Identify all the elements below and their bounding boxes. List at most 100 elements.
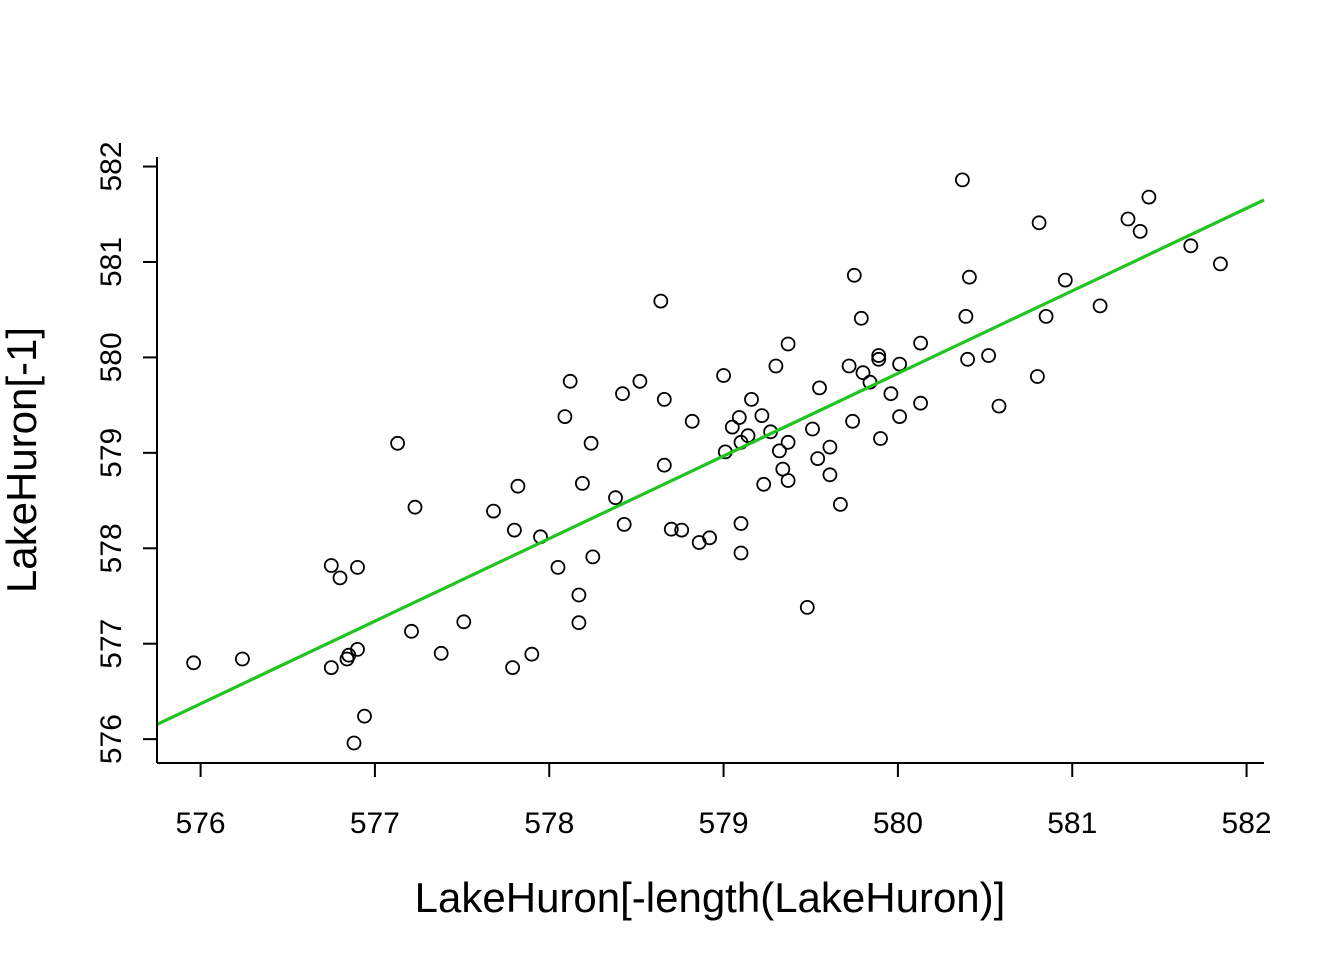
x-tick-label: 580 xyxy=(873,807,923,840)
data-point xyxy=(390,435,406,451)
data-point xyxy=(768,358,784,374)
data-point xyxy=(846,267,862,283)
data-point xyxy=(780,434,796,450)
data-point xyxy=(724,419,740,435)
data-point xyxy=(407,499,423,515)
data-point xyxy=(571,587,587,603)
y-tick-label: 576 xyxy=(95,714,128,764)
data-point xyxy=(656,457,672,473)
data-point xyxy=(702,530,717,546)
data-point xyxy=(871,348,887,363)
data-point xyxy=(339,651,355,667)
data-point xyxy=(733,516,749,531)
data-point xyxy=(873,431,888,446)
points-layer xyxy=(186,172,1228,751)
x-tick-label: 582 xyxy=(1222,807,1272,840)
data-point xyxy=(433,645,449,661)
x-tick-label: 579 xyxy=(699,807,749,840)
y-tick-label: 579 xyxy=(95,428,128,478)
data-point xyxy=(456,614,472,630)
data-point xyxy=(562,373,578,389)
data-point xyxy=(960,351,975,367)
y-tick-label: 577 xyxy=(95,619,128,669)
y-tick-label: 582 xyxy=(95,141,128,191)
data-point xyxy=(550,560,566,575)
data-point xyxy=(913,335,928,351)
data-point xyxy=(571,615,587,631)
data-point xyxy=(507,522,522,538)
x-tick-label: 578 xyxy=(524,807,574,840)
data-point xyxy=(805,421,820,437)
data-point xyxy=(323,558,339,573)
data-point xyxy=(608,490,623,506)
data-point xyxy=(892,356,907,372)
data-point xyxy=(772,443,787,459)
data-point xyxy=(1038,308,1054,324)
data-point xyxy=(505,660,520,675)
data-point xyxy=(663,521,679,537)
data-point xyxy=(855,365,871,381)
data-point xyxy=(1031,215,1047,231)
data-point xyxy=(810,451,826,467)
data-point xyxy=(756,476,772,492)
data-point xyxy=(841,358,857,374)
data-point xyxy=(1092,298,1108,314)
data-point xyxy=(323,660,339,675)
data-point xyxy=(524,646,540,662)
data-point xyxy=(332,570,348,586)
data-point xyxy=(350,642,365,657)
data-point xyxy=(716,368,731,383)
data-point xyxy=(1030,369,1045,384)
axes-layer: 576 577 578 579 580 581 582 576 577 578 579 580 581 5… xyxy=(95,141,1272,840)
data-point xyxy=(799,600,815,615)
x-tick-label: 576 xyxy=(176,807,226,840)
data-point xyxy=(731,410,747,425)
data-point xyxy=(616,517,632,532)
data-point xyxy=(1132,223,1148,239)
data-point xyxy=(991,398,1007,414)
data-point xyxy=(404,623,419,639)
x-axis-title: LakeHuron[-length(LakeHuron)] xyxy=(415,874,1006,921)
data-point xyxy=(733,545,749,561)
data-point xyxy=(346,735,362,751)
x-tick-label: 577 xyxy=(350,807,400,840)
y-tick-label: 580 xyxy=(95,332,128,382)
data-point xyxy=(754,408,770,424)
data-point xyxy=(684,413,700,429)
data-point xyxy=(958,308,974,324)
regression-layer xyxy=(156,198,1265,726)
data-point xyxy=(653,293,669,309)
data-point xyxy=(780,336,796,352)
regression-line xyxy=(156,198,1265,726)
data-point xyxy=(822,439,838,455)
data-point xyxy=(350,560,365,575)
data-point xyxy=(883,386,899,402)
data-point xyxy=(962,269,977,285)
y-tick-label: 581 xyxy=(95,237,128,287)
data-point xyxy=(557,409,573,425)
data-point xyxy=(1213,256,1228,272)
data-point xyxy=(812,380,827,396)
y-axis-title: LakeHuron[-1] xyxy=(0,327,45,593)
data-point xyxy=(615,386,630,402)
data-point xyxy=(357,708,372,724)
data-point xyxy=(1141,189,1157,205)
data-point xyxy=(1057,272,1073,288)
data-point xyxy=(780,473,796,488)
data-point xyxy=(740,428,756,444)
data-point xyxy=(744,391,759,407)
data-point xyxy=(871,351,887,367)
data-point xyxy=(1183,238,1199,254)
data-point xyxy=(656,391,672,407)
data-point xyxy=(575,475,590,491)
data-point xyxy=(186,655,202,671)
data-point xyxy=(955,172,970,188)
data-point xyxy=(583,435,599,451)
data-point xyxy=(234,651,250,667)
data-point xyxy=(674,522,690,538)
data-point xyxy=(913,395,928,411)
data-point xyxy=(585,549,601,565)
data-point xyxy=(892,409,907,425)
